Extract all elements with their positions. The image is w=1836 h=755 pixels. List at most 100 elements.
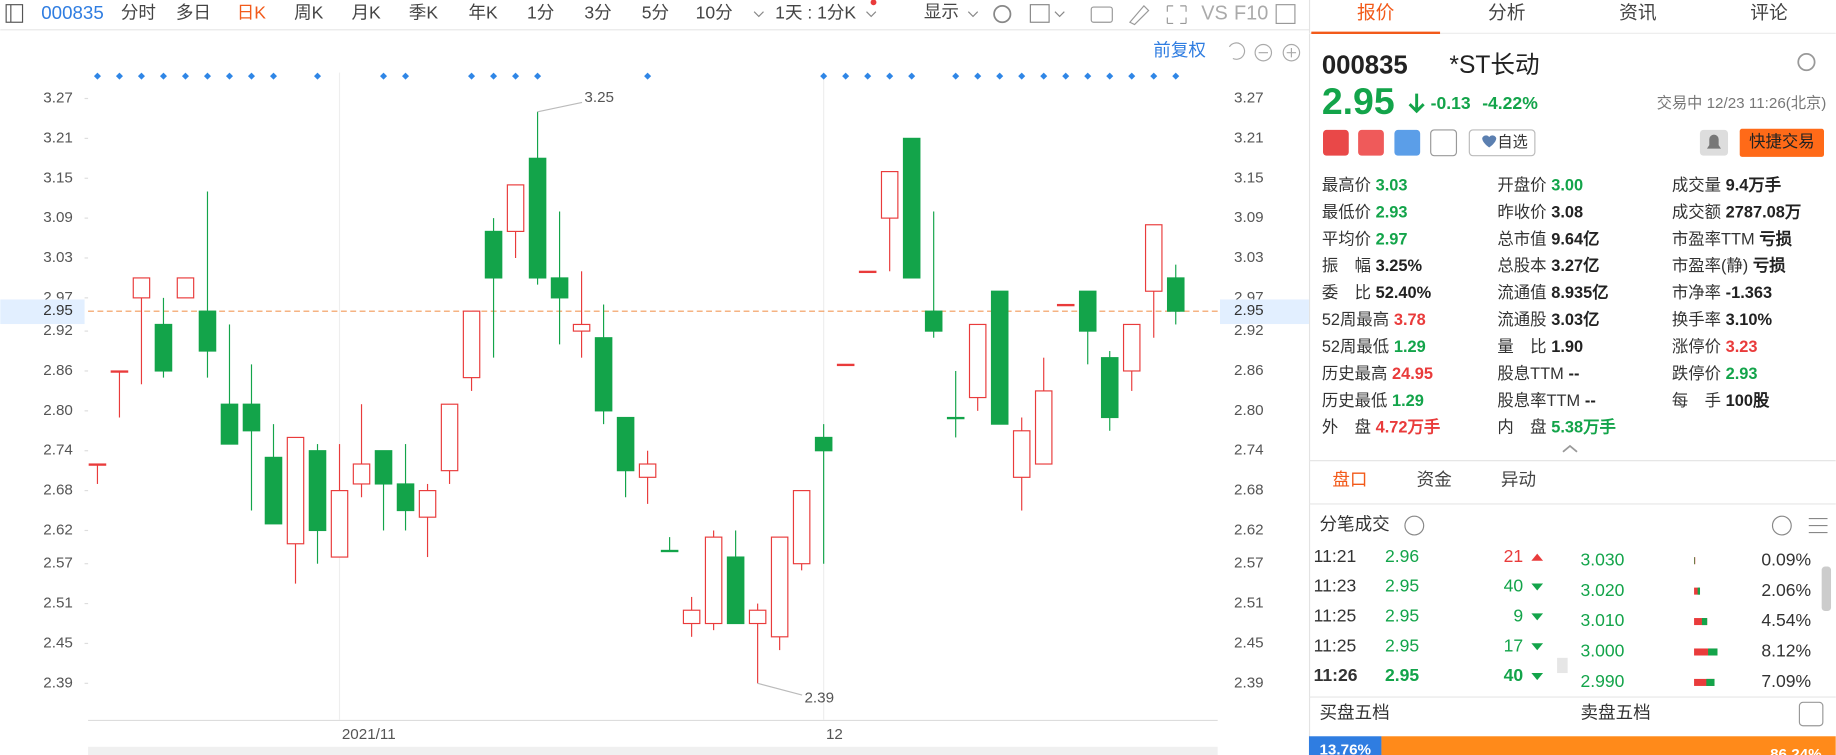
stat-value: 4.72万手 [1376,418,1441,437]
settings-icon[interactable] [993,4,1012,24]
stat-label: 最低价 [1322,203,1371,221]
trade-time: 11:23 [1314,576,1357,596]
y-tick-label: 3.09 [43,209,73,226]
candle-body [814,436,833,452]
scroll-thumb[interactable] [1821,566,1832,612]
event-marker[interactable] [225,72,233,80]
period-tab[interactable]: 月K [351,3,381,23]
period-tab[interactable]: 分时 [121,3,156,23]
quote-tab[interactable]: 报价 [1357,2,1395,23]
event-marker[interactable] [159,72,167,80]
event-marker[interactable] [269,72,278,80]
bid-bar [1308,736,1382,755]
flag-icon[interactable] [1323,129,1349,156]
detail-tab[interactable]: 异动 [1501,470,1536,490]
candle-body [880,171,899,219]
period-tab[interactable]: 周K [294,3,324,23]
stat-label: 历史最高 [1322,365,1388,383]
event-marker[interactable] [1084,72,1092,80]
period-tab[interactable]: 日K [237,3,267,23]
period-tab[interactable]: 年K [469,3,499,23]
fullscreen-icon[interactable] [1166,5,1187,24]
hot-icon[interactable] [1358,129,1384,156]
event-marker[interactable] [314,72,322,80]
event-marker[interactable] [402,72,410,80]
stat-label: 内 盘 [1497,418,1546,437]
stat-value: 2.93 [1726,365,1758,383]
y-tick-label: 2.39 [43,674,73,691]
period-tab[interactable]: 季K [409,3,439,23]
panel-icon[interactable] [1275,4,1296,24]
event-marker[interactable] [468,72,476,80]
level-price: 3.010 [1581,610,1625,630]
event-marker[interactable] [842,72,850,80]
candle-body [440,403,459,472]
f10-button[interactable]: F10 [1234,2,1268,24]
info-icon[interactable] [1404,515,1425,536]
candle-body [330,490,349,558]
trade-volume: 40 [1504,576,1524,596]
reset-icon[interactable] [1228,42,1246,60]
event-marker[interactable] [203,72,211,80]
event-marker[interactable] [181,72,189,80]
adjust-toggle[interactable]: 前复权 [1153,40,1206,60]
more-icon[interactable] [1771,515,1792,536]
period-tab[interactable]: 多日 [176,3,211,23]
level-icon[interactable] [1798,701,1824,727]
event-marker[interactable] [380,72,388,80]
period-tab[interactable]: 5分 [642,3,669,23]
stat-label: 市净率 [1672,284,1721,302]
event-marker[interactable] [644,72,652,80]
period-tab[interactable]: 10分 [696,3,733,23]
interval-select[interactable]: 1天 : 1分K [775,3,856,23]
scroll-marker [1557,657,1568,674]
event-marker[interactable] [1172,72,1180,80]
stock-code[interactable]: 000835 [41,2,103,23]
volume-bar [1694,648,1718,656]
collapse-icon[interactable] [1562,444,1578,453]
event-marker[interactable] [1128,72,1136,80]
y-tick-label: 3.15 [1234,169,1264,186]
stat-value: 2.97 [1376,230,1408,248]
trade-volume: 9 [1513,606,1523,626]
list-icon[interactable] [1808,517,1828,534]
event-marker[interactable] [974,72,982,80]
tag-icon[interactable] [1394,129,1421,156]
event-marker[interactable] [115,72,123,80]
event-marker[interactable] [247,72,256,80]
pen-icon[interactable] [1128,4,1150,26]
detail-tab[interactable]: 资金 [1417,470,1453,490]
event-marker[interactable] [93,72,101,80]
period-tab[interactable]: 3分 [584,3,611,23]
event-marker[interactable] [1018,72,1026,80]
note-icon[interactable] [1430,129,1458,157]
quote-tab[interactable]: 分析 [1488,2,1525,23]
camera-icon[interactable] [1090,6,1113,23]
scrollbar[interactable] [88,746,1218,755]
candle-body [352,463,371,485]
dropdown-arrow [753,11,764,18]
stat-label: 委 比 [1322,284,1371,302]
event-marker[interactable] [490,72,498,80]
quote-tab[interactable]: 评论 [1750,2,1788,23]
menu-icon[interactable] [5,4,24,23]
last-price-label: 2.95 [43,302,73,319]
event-marker[interactable] [1062,72,1070,80]
watch-button[interactable] [1468,129,1536,157]
vs-button[interactable]: VS [1201,2,1228,24]
zoom-in-icon[interactable] [1282,43,1301,62]
zoom-out-icon[interactable] [1254,43,1273,62]
period-tab[interactable]: 1分 [527,3,554,23]
stat-label: 成交额 [1672,203,1721,221]
candle-body [462,310,481,379]
checkbox-icon[interactable] [1029,4,1050,23]
display-select[interactable]: 显示 [924,2,959,22]
trade-button[interactable] [1739,128,1824,157]
y-tick-label: 3.21 [43,129,73,146]
event-marker[interactable] [908,72,916,80]
event-marker[interactable] [864,72,872,80]
quote-tab[interactable]: 资讯 [1619,2,1657,23]
event-marker[interactable] [952,72,960,80]
settings-icon[interactable] [1797,52,1816,72]
detail-tab[interactable]: 盘口 [1332,470,1367,490]
